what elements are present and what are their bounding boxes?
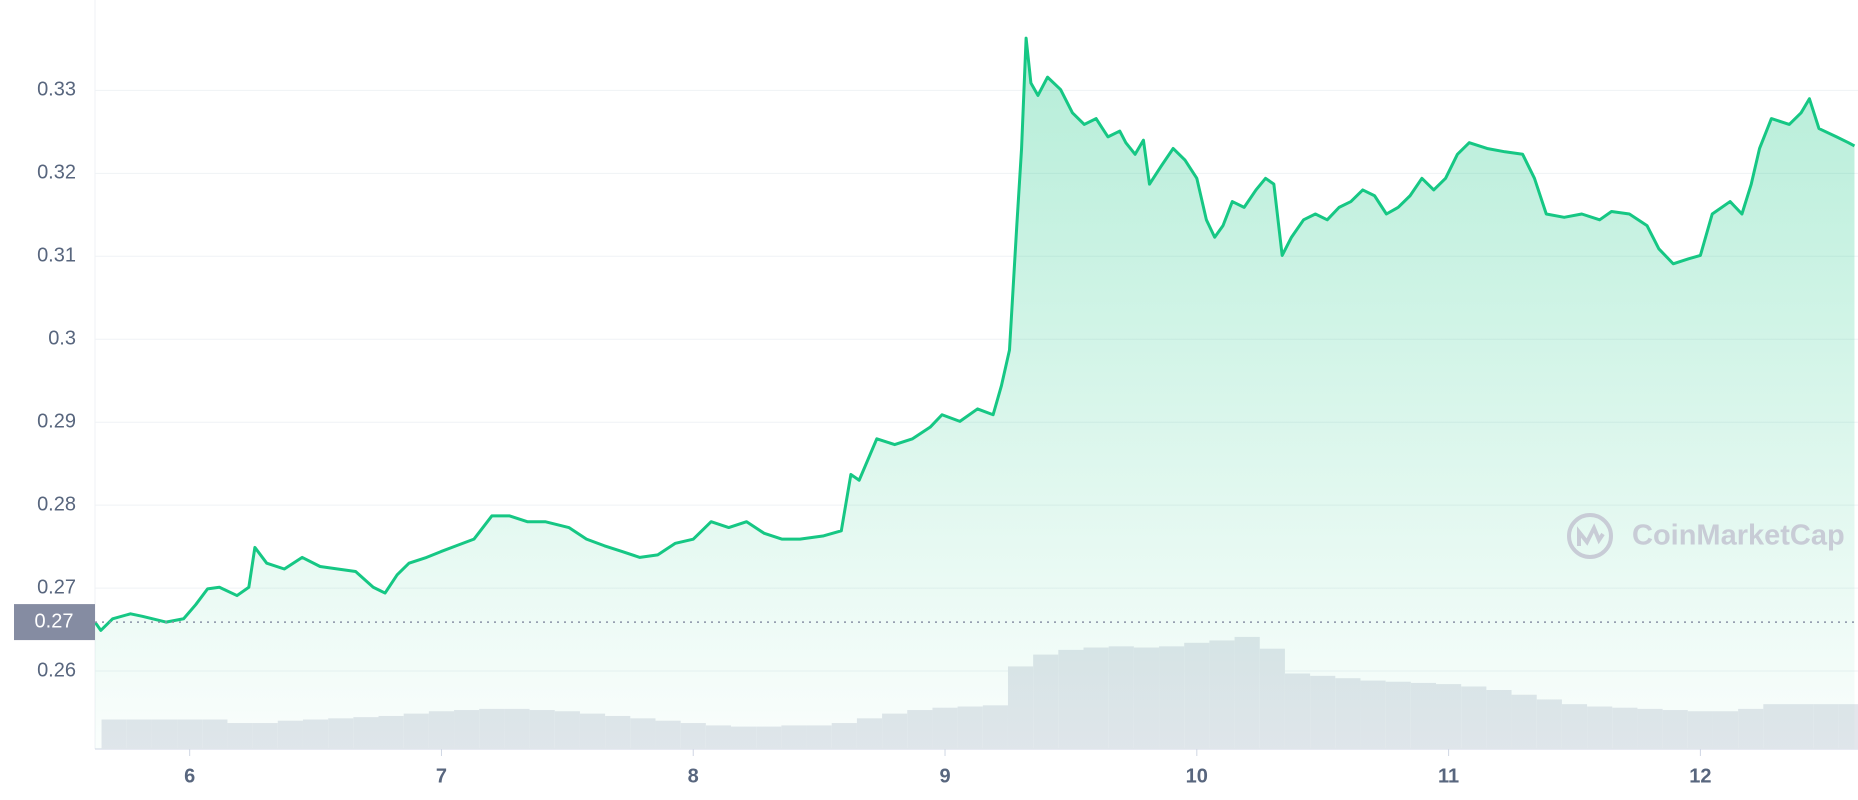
y-tick-label: 0.29 — [37, 410, 76, 432]
y-tick-label: 0.27 — [37, 576, 76, 598]
x-tick-label: 11 — [1438, 765, 1459, 787]
y-tick-label: 0.26 — [37, 659, 76, 681]
x-tick-label: 8 — [688, 765, 699, 787]
y-tick-label: 0.3 — [48, 328, 76, 350]
x-tick-label: 6 — [184, 765, 195, 787]
x-tick-label: 12 — [1689, 765, 1711, 787]
y-tick-label: 0.28 — [37, 493, 76, 515]
x-tick-label: 9 — [939, 765, 950, 787]
watermark-logo — [1567, 513, 1613, 559]
y-tick-label: 0.32 — [37, 162, 76, 184]
reference-label: 0.27 — [35, 610, 74, 632]
watermark: CoinMarketCap — [1632, 520, 1845, 552]
price-line — [93, 36, 1856, 632]
y-tick-label: 0.31 — [37, 245, 76, 267]
x-tick-label: 10 — [1186, 765, 1208, 787]
y-tick-label: 0.33 — [37, 79, 76, 101]
reference-label-box — [14, 604, 95, 641]
x-tick-label: 7 — [436, 765, 447, 787]
price-area — [95, 38, 1855, 750]
